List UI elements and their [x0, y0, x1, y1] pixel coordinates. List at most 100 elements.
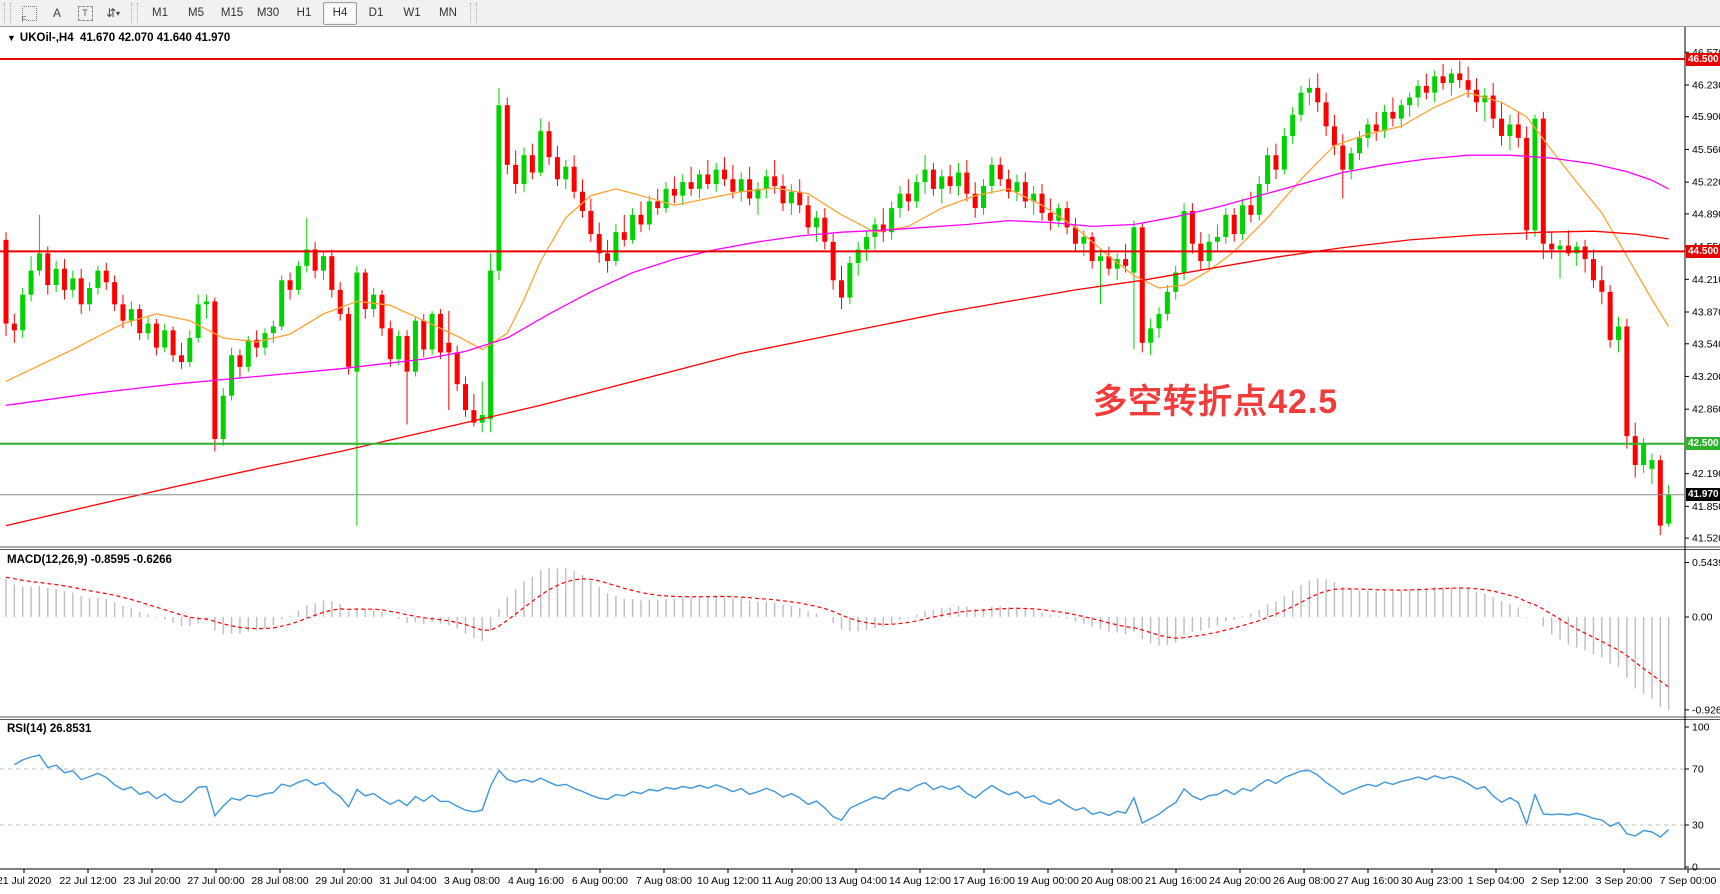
candle-up	[1290, 114, 1296, 136]
candle-down	[1340, 145, 1346, 170]
candle-down	[1072, 227, 1078, 244]
time-axis-label: 14 Aug 12:00	[889, 875, 951, 887]
timeframe-button-m1[interactable]: M1	[152, 7, 168, 19]
candle-down	[1248, 205, 1254, 215]
time-axis-label: 29 Jul 20:00	[315, 875, 372, 887]
candle-down	[705, 174, 711, 185]
fibonacci-icon: F	[21, 5, 37, 24]
candle-down	[379, 294, 385, 329]
text-label-tool-button[interactable]: T	[72, 2, 98, 25]
candle-up	[864, 236, 870, 250]
candle-down	[1607, 291, 1613, 340]
candle-down	[797, 191, 803, 206]
candle-down	[546, 131, 552, 158]
timeframe-button-h4[interactable]: H4	[323, 1, 357, 25]
price-axis-label: 44.890	[1692, 208, 1720, 220]
candle-up	[162, 330, 168, 348]
candle-up	[646, 201, 652, 225]
candle-up	[521, 155, 527, 185]
candle-up	[270, 326, 276, 334]
candle-down	[387, 328, 393, 360]
candle-up	[87, 287, 93, 305]
candle-down	[1590, 259, 1596, 281]
candle-up	[922, 169, 928, 183]
candle-down	[1624, 326, 1630, 437]
candle-up	[1281, 135, 1287, 170]
candle-down	[1457, 73, 1463, 81]
candle-down	[830, 241, 836, 281]
text-label-icon: T	[77, 5, 93, 21]
candle-up	[1240, 205, 1246, 235]
candle-down	[1423, 85, 1429, 93]
candle-up	[204, 301, 210, 305]
candle-down	[3, 239, 9, 324]
candle-up	[1256, 184, 1262, 215]
candle-down	[772, 176, 778, 186]
price-line-badge: 42.500	[1686, 437, 1720, 451]
candle-down	[504, 105, 510, 165]
price-line-badge: 44.500	[1686, 244, 1720, 258]
rsi-line	[14, 754, 1670, 838]
candle-down	[1390, 111, 1396, 119]
toolbar-grip[interactable]	[4, 3, 11, 23]
candle-down	[463, 384, 469, 411]
candle-down	[1039, 193, 1045, 213]
candle-down	[1106, 256, 1112, 269]
toolbar-grip[interactable]	[470, 3, 477, 23]
candle-down	[1515, 124, 1521, 138]
candle-up	[939, 176, 945, 189]
rsi-scale-label: 0	[1692, 862, 1698, 874]
candle-up	[36, 253, 42, 271]
time-axis-label: 3 Sep 20:00	[1596, 875, 1653, 887]
time-axis-label: 2 Sep 12:00	[1532, 875, 1589, 887]
candle-up	[763, 176, 769, 189]
time-axis-label: 30 Aug 23:00	[1401, 875, 1463, 887]
arrows-tool-button[interactable]: ⇵ ▾	[100, 2, 126, 25]
candle-down	[655, 201, 661, 209]
candle-up	[70, 278, 76, 290]
candle-down	[78, 278, 84, 305]
candle-up	[755, 188, 761, 199]
candle-up	[1156, 313, 1162, 329]
candle-up	[1616, 326, 1622, 340]
candle-down	[596, 234, 602, 254]
text-tool-button[interactable]: A	[44, 2, 70, 25]
candle-up	[1666, 494, 1672, 524]
candle-up	[1223, 214, 1229, 237]
time-axis-label: 1 Sep 04:00	[1468, 875, 1525, 887]
toolbar-grip[interactable]	[131, 3, 138, 23]
candle-down	[337, 289, 343, 314]
fibonacci-tool-button[interactable]: F	[16, 2, 42, 25]
candle-down	[1139, 227, 1145, 343]
candle-down	[513, 164, 519, 185]
candle-down	[421, 320, 427, 350]
candle-up	[613, 232, 619, 262]
timeframe-button-w1[interactable]: W1	[403, 7, 421, 19]
timeframe-button-m5[interactable]: M5	[188, 7, 204, 19]
timeframe-button-m30[interactable]: M30	[256, 7, 280, 19]
candle-up	[663, 188, 669, 209]
symbol-dropdown-icon[interactable]: ▼	[7, 33, 16, 43]
ma-mid-magenta	[5, 154, 1669, 406]
candle-down	[722, 169, 728, 180]
timeframe-button-mn[interactable]: MN	[439, 7, 457, 19]
candle-up	[354, 272, 360, 372]
candle-down	[404, 336, 410, 372]
timeframe-button-d1[interactable]: D1	[368, 7, 384, 19]
candle-down	[1490, 95, 1496, 119]
chevron-down-icon[interactable]: ▾	[116, 8, 121, 18]
macd-scale-label: 0.00	[1692, 612, 1713, 624]
candle-up	[371, 294, 377, 310]
time-axis-label: 24 Aug 20:00	[1209, 875, 1271, 887]
candle-down	[45, 253, 51, 286]
candle-down	[905, 193, 911, 202]
timeframe-button-m15[interactable]: M15	[220, 7, 244, 19]
candle-down	[638, 214, 644, 225]
candle-up	[738, 179, 744, 192]
candle-up	[855, 249, 861, 263]
timeframe-button-h1[interactable]: H1	[296, 7, 312, 19]
candle-down	[287, 280, 293, 290]
price-axis-label: 45.900	[1692, 111, 1720, 123]
candle-down	[1540, 118, 1546, 244]
